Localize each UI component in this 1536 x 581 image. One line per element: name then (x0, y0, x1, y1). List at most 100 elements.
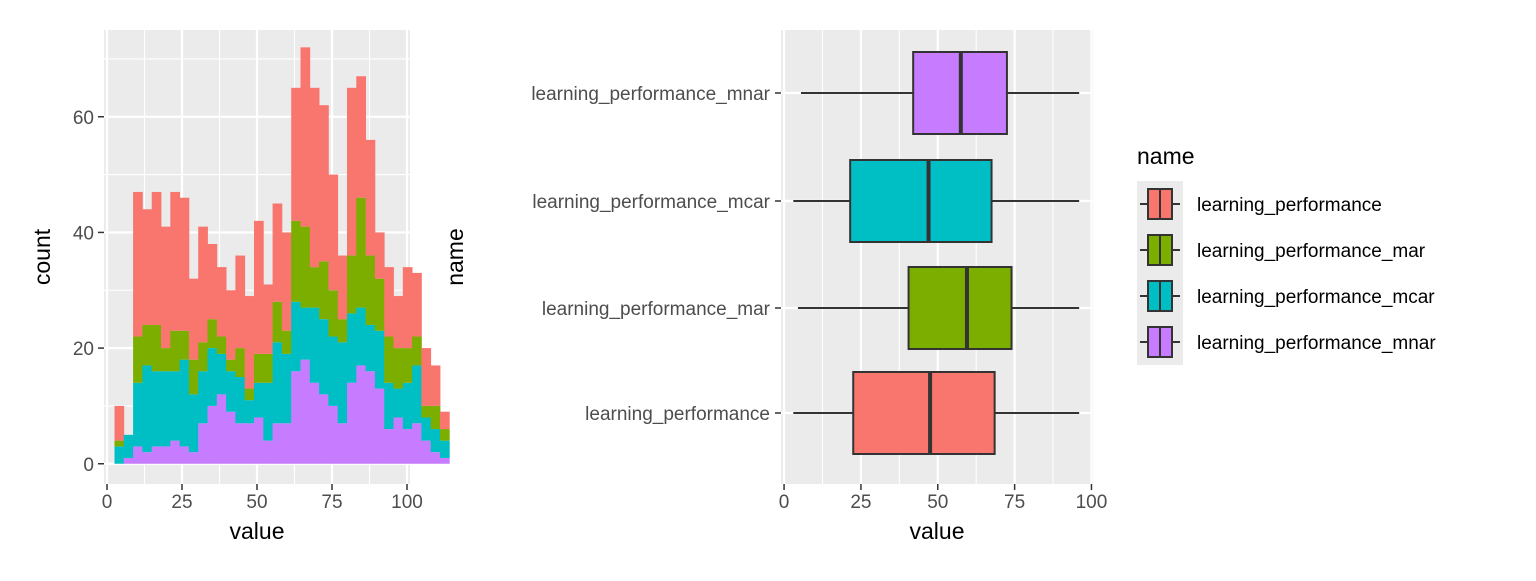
histogram-bar (356, 197, 366, 308)
histogram-bar (179, 446, 190, 464)
histogram-bar (384, 336, 394, 383)
histogram-bar (356, 365, 366, 464)
histogram-bar (133, 191, 143, 337)
boxplot-boxes (793, 51, 1080, 455)
histogram-bar (133, 446, 143, 464)
histogram-bar (198, 226, 208, 343)
histogram-x-ticks: 0 25 50 75 100 (102, 484, 423, 513)
boxplot-y-tick-label: learning_performance_mnar (531, 84, 770, 105)
histogram-bar (207, 319, 218, 349)
histogram-bar (188, 278, 199, 360)
histogram-bar (161, 446, 171, 464)
histogram-bar (235, 423, 246, 464)
histogram-x-tick-label: 50 (246, 492, 267, 513)
histogram-bar (207, 405, 218, 464)
histogram-bar (254, 220, 264, 354)
histogram-y-axis-title: count (29, 228, 55, 285)
boxplot-x-tick-label: 25 (850, 492, 871, 513)
histogram-bar (179, 359, 190, 447)
histogram-bar (384, 382, 394, 430)
histogram-bar (421, 440, 432, 464)
histogram-y-tick-label: 0 (83, 455, 94, 476)
histogram-bar (430, 405, 441, 430)
histogram-bar (412, 336, 422, 366)
histogram-bar (337, 319, 348, 343)
boxplot-x-tick-label: 100 (1076, 492, 1108, 513)
histogram-bar (170, 330, 180, 372)
histogram-bar (216, 336, 227, 354)
histogram-bar (133, 382, 143, 447)
histogram-bar (374, 232, 385, 279)
histogram-bar (421, 348, 432, 406)
legend-item-label: learning_performance_mcar (1197, 287, 1435, 308)
histogram-bar (347, 382, 357, 464)
histogram-bar (216, 267, 227, 337)
histogram-bar (337, 423, 348, 464)
boxplot-box (907, 266, 1013, 350)
histogram-bar (123, 457, 134, 464)
histogram-bar (170, 191, 180, 331)
histogram-bar (188, 359, 199, 395)
histogram-bar (216, 353, 227, 395)
histogram-bar (235, 255, 246, 349)
histogram-bar (188, 452, 199, 464)
histogram-bar (151, 371, 162, 447)
histogram-bar (365, 324, 376, 372)
histogram-bar (226, 359, 236, 372)
histogram-bar (198, 342, 208, 372)
histogram-bar (244, 296, 255, 389)
histogram-bar (430, 452, 441, 464)
histogram-bar (281, 330, 292, 354)
histogram-bar (281, 423, 292, 464)
histogram-bar (365, 371, 376, 464)
histogram-bar (421, 405, 432, 418)
histogram-bar (300, 47, 311, 227)
histogram-bar (142, 365, 153, 453)
histogram-bar (254, 417, 264, 464)
boxplot-y-tick-label: learning_performance (585, 404, 770, 425)
histogram-x-tick-label: 100 (391, 492, 423, 513)
histogram-bar (188, 394, 199, 453)
histogram-bar (440, 457, 450, 464)
histogram-bar (161, 226, 171, 349)
histogram-bar (254, 353, 264, 383)
histogram-bar (374, 278, 385, 331)
legend-item-label: learning_performance (1197, 195, 1382, 216)
histogram-bar (281, 232, 292, 331)
histogram-bar (430, 429, 441, 453)
histogram-bar (207, 348, 218, 406)
histogram-bar (272, 423, 283, 464)
histogram-bar (207, 243, 218, 320)
histogram-bar (179, 330, 190, 360)
boxplot-box (849, 159, 993, 243)
histogram-bar (263, 382, 273, 441)
histogram-bar (440, 429, 450, 441)
histogram-bar (291, 220, 301, 302)
histogram-bar (347, 255, 357, 314)
histogram-bar (198, 371, 208, 424)
histogram-bar (309, 307, 320, 383)
boxplot-panel: 0 25 50 75 100 learning_performancelearning_… (442, 30, 1107, 544)
histogram-bar (328, 174, 339, 291)
histogram-x-axis-title: value (230, 518, 285, 544)
histogram-bar (142, 209, 153, 325)
boxplot-y-tick-label: learning_performance_mar (542, 299, 771, 320)
histogram-bar (281, 353, 292, 424)
histogram-bar (402, 429, 413, 464)
histogram-bar (337, 342, 348, 424)
histogram-bar (393, 296, 404, 349)
histogram-bar (412, 365, 422, 424)
histogram-bar (300, 307, 311, 360)
histogram-bar (263, 284, 273, 354)
legend-title: name (1137, 143, 1195, 169)
histogram-bar (244, 388, 255, 401)
histogram-bar (319, 394, 329, 464)
histogram-bar (319, 261, 329, 320)
histogram-bar (337, 255, 348, 320)
histogram-bar (309, 87, 320, 268)
boxplot-x-axis-title: value (910, 518, 965, 544)
boxplot-y-axis-title: name (442, 228, 468, 286)
histogram-bar (430, 365, 441, 406)
histogram-x-tick-label: 75 (321, 492, 342, 513)
